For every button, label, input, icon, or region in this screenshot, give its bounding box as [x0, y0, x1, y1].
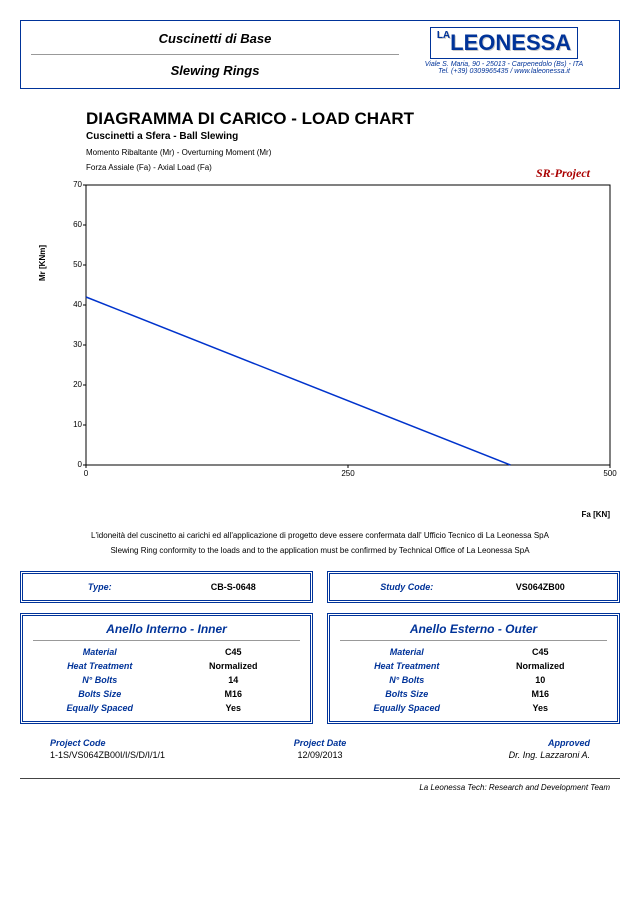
outer-row: Bolts SizeM16	[340, 687, 607, 701]
project-code-value: 1-1S/VS064ZB00I/I/S/D/I/1/1	[50, 750, 230, 760]
type-value: CB-S-0648	[167, 582, 301, 592]
address-1: Viale S. Maria, 90 - 25013 - Carpenedolo…	[399, 61, 609, 68]
x-axis-label: Fa [KN]	[582, 510, 610, 519]
header: Cuscinetti di Base Slewing Rings LALEONE…	[20, 20, 620, 89]
logo-text: LEONESSA	[450, 30, 571, 55]
ytick: 0	[58, 460, 82, 469]
title-area: DIAGRAMMA DI CARICO - LOAD CHART Cuscine…	[86, 109, 620, 172]
disclaimer-1: L'idoneità del cuscinetto ai carichi ed …	[80, 531, 560, 540]
outer-value: Yes	[474, 703, 608, 713]
inner-value: C45	[167, 647, 301, 657]
outer-label: N° Bolts	[340, 675, 474, 685]
inner-value: Yes	[167, 703, 301, 713]
inner-row: N° Bolts14	[33, 673, 300, 687]
chart-title: DIAGRAMMA DI CARICO - LOAD CHART	[86, 109, 620, 129]
header-title-1: Cuscinetti di Base	[31, 27, 399, 52]
type-box: Type: CB-S-0648	[20, 571, 313, 603]
study-value: VS064ZB00	[474, 582, 608, 592]
y-axis-label: Mr [KNm]	[38, 245, 47, 281]
bottom-divider: La Leonessa Tech: Research and Developme…	[20, 778, 620, 792]
outer-ring-box: Anello Esterno - Outer MaterialC45Heat T…	[327, 613, 620, 724]
outer-value: C45	[474, 647, 608, 657]
chart-svg	[40, 181, 620, 481]
ytick: 60	[58, 220, 82, 229]
footer-row: Project Code 1-1S/VS064ZB00I/I/S/D/I/1/1…	[20, 738, 620, 760]
header-right: LALEONESSA Viale S. Maria, 90 - 25013 - …	[399, 27, 609, 82]
outer-value: Normalized	[474, 661, 608, 671]
study-label: Study Code:	[340, 582, 474, 592]
inner-label: Bolts Size	[33, 689, 167, 699]
inner-row: Heat TreatmentNormalized	[33, 659, 300, 673]
inner-label: Material	[33, 647, 167, 657]
study-box: Study Code: VS064ZB00	[327, 571, 620, 603]
outer-label: Equally Spaced	[340, 703, 474, 713]
inner-row: MaterialC45	[33, 645, 300, 659]
ytick: 70	[58, 180, 82, 189]
inner-row: Equally SpacedYes	[33, 701, 300, 715]
type-label: Type:	[33, 582, 167, 592]
ytick: 50	[58, 260, 82, 269]
inner-label: Equally Spaced	[33, 703, 167, 713]
divider	[31, 54, 399, 55]
inner-value: Normalized	[167, 661, 301, 671]
xtick: 250	[333, 469, 363, 478]
logo-la: LA	[437, 30, 450, 41]
inner-label: Heat Treatment	[33, 661, 167, 671]
header-left: Cuscinetti di Base Slewing Rings	[31, 27, 399, 82]
ytick: 20	[58, 380, 82, 389]
chart-subtitle: Cuscinetti a Sfera - Ball Slewing	[86, 131, 620, 142]
approved-value: Dr. Ing. Lazzaroni A.	[410, 750, 590, 760]
inner-label: N° Bolts	[33, 675, 167, 685]
disclaimer-2: Slewing Ring conformity to the loads and…	[80, 546, 560, 555]
outer-row: N° Bolts10	[340, 673, 607, 687]
inner-title: Anello Interno - Inner	[33, 622, 300, 641]
outer-label: Bolts Size	[340, 689, 474, 699]
outer-row: Equally SpacedYes	[340, 701, 607, 715]
xtick: 0	[71, 469, 101, 478]
load-chart: Mr [KNm] Fa [KN] 010203040506070 0250500	[40, 181, 620, 501]
outer-label: Heat Treatment	[340, 661, 474, 671]
inner-value: M16	[167, 689, 301, 699]
inner-row: Bolts SizeM16	[33, 687, 300, 701]
outer-value: 10	[474, 675, 608, 685]
outer-label: Material	[340, 647, 474, 657]
xtick: 500	[595, 469, 625, 478]
project-date-label: Project Date	[230, 738, 410, 748]
inner-ring-box: Anello Interno - Inner MaterialC45Heat T…	[20, 613, 313, 724]
header-title-2: Slewing Rings	[31, 57, 399, 82]
address-2: Tel. (+39) 0309965435 / www.laleonessa.i…	[399, 68, 609, 75]
outer-title: Anello Esterno - Outer	[340, 622, 607, 641]
ytick: 10	[58, 420, 82, 429]
project-date-value: 12/09/2013	[230, 750, 410, 760]
outer-row: Heat TreatmentNormalized	[340, 659, 607, 673]
approved-label: Approved	[410, 738, 590, 748]
logo: LALEONESSA	[430, 27, 578, 59]
ytick: 40	[58, 300, 82, 309]
outer-row: MaterialC45	[340, 645, 607, 659]
bottom-text: La Leonessa Tech: Research and Developme…	[20, 783, 620, 792]
inner-value: 14	[167, 675, 301, 685]
project-code-label: Project Code	[50, 738, 230, 748]
outer-value: M16	[474, 689, 608, 699]
ytick: 30	[58, 340, 82, 349]
chart-note-1: Momento Ribaltante (Mr) - Overturning Mo…	[86, 148, 620, 157]
